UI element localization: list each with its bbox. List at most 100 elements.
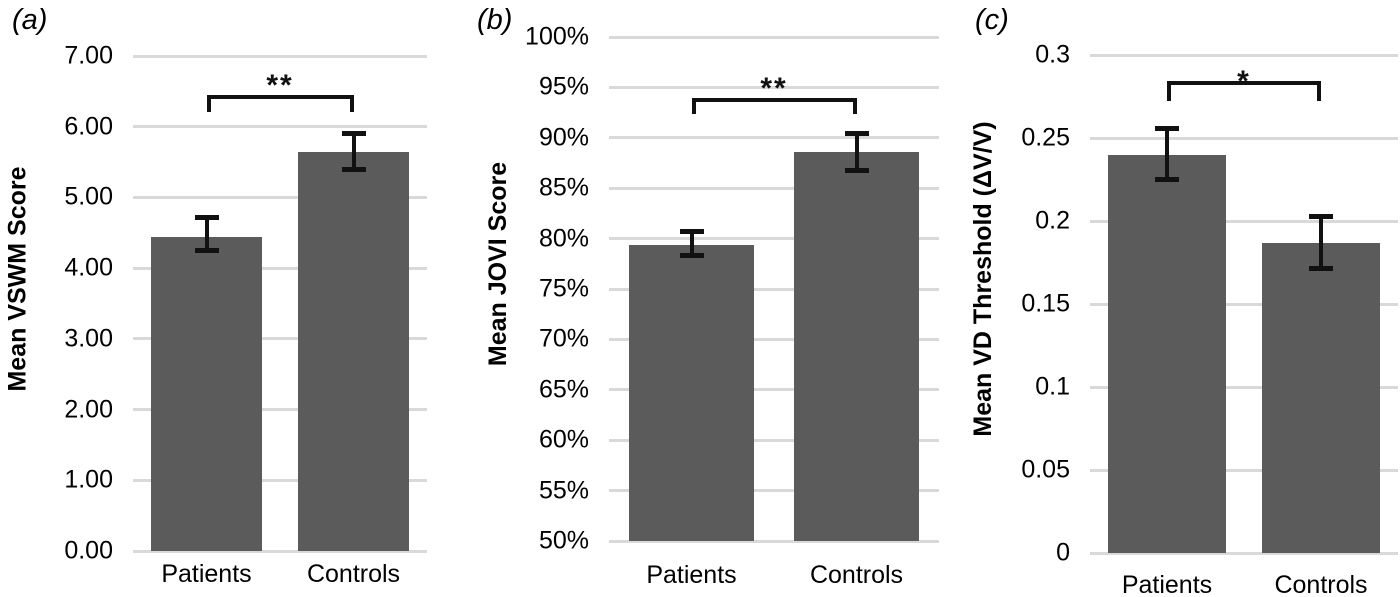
gridline [609, 337, 939, 341]
error-bar-cap-top [194, 215, 219, 221]
category-label: Patients [1121, 571, 1213, 597]
significance-bracket [691, 98, 857, 102]
error-bar-line [351, 133, 356, 170]
y-tick-label: 4.00 [64, 253, 113, 282]
y-tick-label: 0.3 [1035, 40, 1070, 69]
gridline [609, 539, 939, 543]
error-bar-cap-bottom [1309, 266, 1333, 272]
gridline [1090, 551, 1398, 555]
error-bar-line [1319, 216, 1323, 270]
significance-label: * [1237, 65, 1251, 98]
significance-bracket-right-leg [852, 98, 857, 114]
significance-bracket [206, 95, 354, 99]
gridline [133, 478, 427, 482]
y-tick-label: 1.00 [64, 465, 113, 494]
gridline [1090, 385, 1398, 389]
error-bar-cap-top [844, 130, 869, 136]
gridline [609, 438, 939, 442]
y-tick-label: 65% [538, 375, 589, 404]
y-tick-label: 0.15 [1021, 289, 1070, 318]
bar-controls [1262, 242, 1380, 553]
bar-patients [1108, 154, 1226, 553]
gridline [609, 237, 939, 241]
gridline [133, 337, 427, 341]
gridline [609, 388, 939, 392]
y-tick-label: 85% [538, 173, 589, 202]
significance-label: ** [266, 69, 294, 102]
bar-controls [793, 151, 920, 541]
gridline [133, 408, 427, 412]
error-bar-cap-bottom [341, 166, 366, 172]
error-bar-cap-top [1309, 214, 1333, 220]
significance-bracket-left-leg [1167, 81, 1171, 101]
y-tick-label: 0.25 [1021, 123, 1070, 152]
panel-letter-a: (a) [12, 4, 48, 36]
significance-label: ** [760, 72, 788, 105]
gridline [609, 85, 939, 89]
panel-letter-c: (c) [975, 4, 1009, 36]
category-label: Controls [1274, 571, 1368, 597]
y-tick-label: 100% [525, 22, 589, 51]
gridline [609, 489, 939, 493]
gridline [1090, 302, 1398, 306]
y-tick-label: 6.00 [64, 112, 113, 141]
y-tick-label: 2.00 [64, 395, 113, 424]
y-tick-label: 55% [538, 476, 589, 505]
error-bar-cap-top [341, 131, 366, 137]
significance-bracket-right-leg [349, 95, 354, 112]
error-bar-cap-top [1155, 126, 1179, 132]
y-tick-label: 0.1 [1035, 372, 1070, 401]
y-tick-label: 75% [538, 274, 589, 303]
category-label: Controls [306, 560, 401, 588]
error-bar-line [1165, 128, 1169, 180]
gridline [609, 35, 939, 39]
gridline [609, 136, 939, 140]
panel-b: (b) Mean JOVI Score 50% 55% 60% 65% 70% 75% 80… [470, 0, 939, 597]
significance-bracket [1167, 81, 1321, 85]
category-label: Controls [809, 561, 904, 589]
error-bar-cap-bottom [194, 248, 219, 254]
y-tick-label: 0.05 [1021, 455, 1070, 484]
category-label: Patients [161, 560, 252, 588]
y-tick-label: 60% [538, 425, 589, 454]
bar-patients [628, 244, 755, 541]
gridline [133, 54, 427, 58]
y-tick-label: 3.00 [64, 324, 113, 353]
gridline [133, 266, 427, 270]
gridline [1090, 219, 1398, 223]
gridline [1090, 468, 1398, 472]
y-tick-label: 7.00 [64, 41, 113, 70]
bar-controls [297, 152, 410, 551]
y-tick-label: 50% [538, 526, 589, 555]
significance-bracket-left-leg [691, 98, 696, 114]
gridline [609, 287, 939, 291]
error-bar-line [204, 217, 209, 252]
category-label: Patients [646, 561, 737, 589]
y-tick-label: 90% [538, 123, 589, 152]
panel-a: (a) Mean VSWM Score 0.00 1.00 2.00 3.00 4.00… [0, 0, 470, 597]
gridline [133, 125, 427, 129]
gridline [133, 549, 427, 553]
error-bar-line [689, 230, 694, 256]
y-tick-label: 0.2 [1035, 206, 1070, 235]
y-tick-label: 0 [1056, 538, 1070, 567]
gridline [609, 186, 939, 190]
bar-patients [150, 237, 263, 551]
y-tick-label: 95% [538, 72, 589, 101]
y-tick-label: 70% [538, 324, 589, 353]
significance-bracket-left-leg [206, 95, 211, 112]
panel-letter-b: (b) [477, 4, 513, 36]
gridline [1090, 136, 1398, 140]
y-tick-label: 0.00 [64, 536, 113, 565]
y-axis-title-c: Mean VD Threshold (ΔV/V) [969, 121, 997, 437]
error-bar-cap-bottom [1155, 176, 1179, 182]
gridline [1090, 53, 1398, 57]
y-tick-label: 80% [538, 224, 589, 253]
y-tick-label: 5.00 [64, 182, 113, 211]
error-bar-cap-top [679, 228, 704, 234]
panel-c: (c) Mean VD Threshold (ΔV/V) 0 0.05 0.1 0.1… [930, 0, 1400, 597]
error-bar-cap-bottom [679, 252, 704, 258]
error-bar-line [854, 132, 859, 172]
gridline [133, 195, 427, 199]
